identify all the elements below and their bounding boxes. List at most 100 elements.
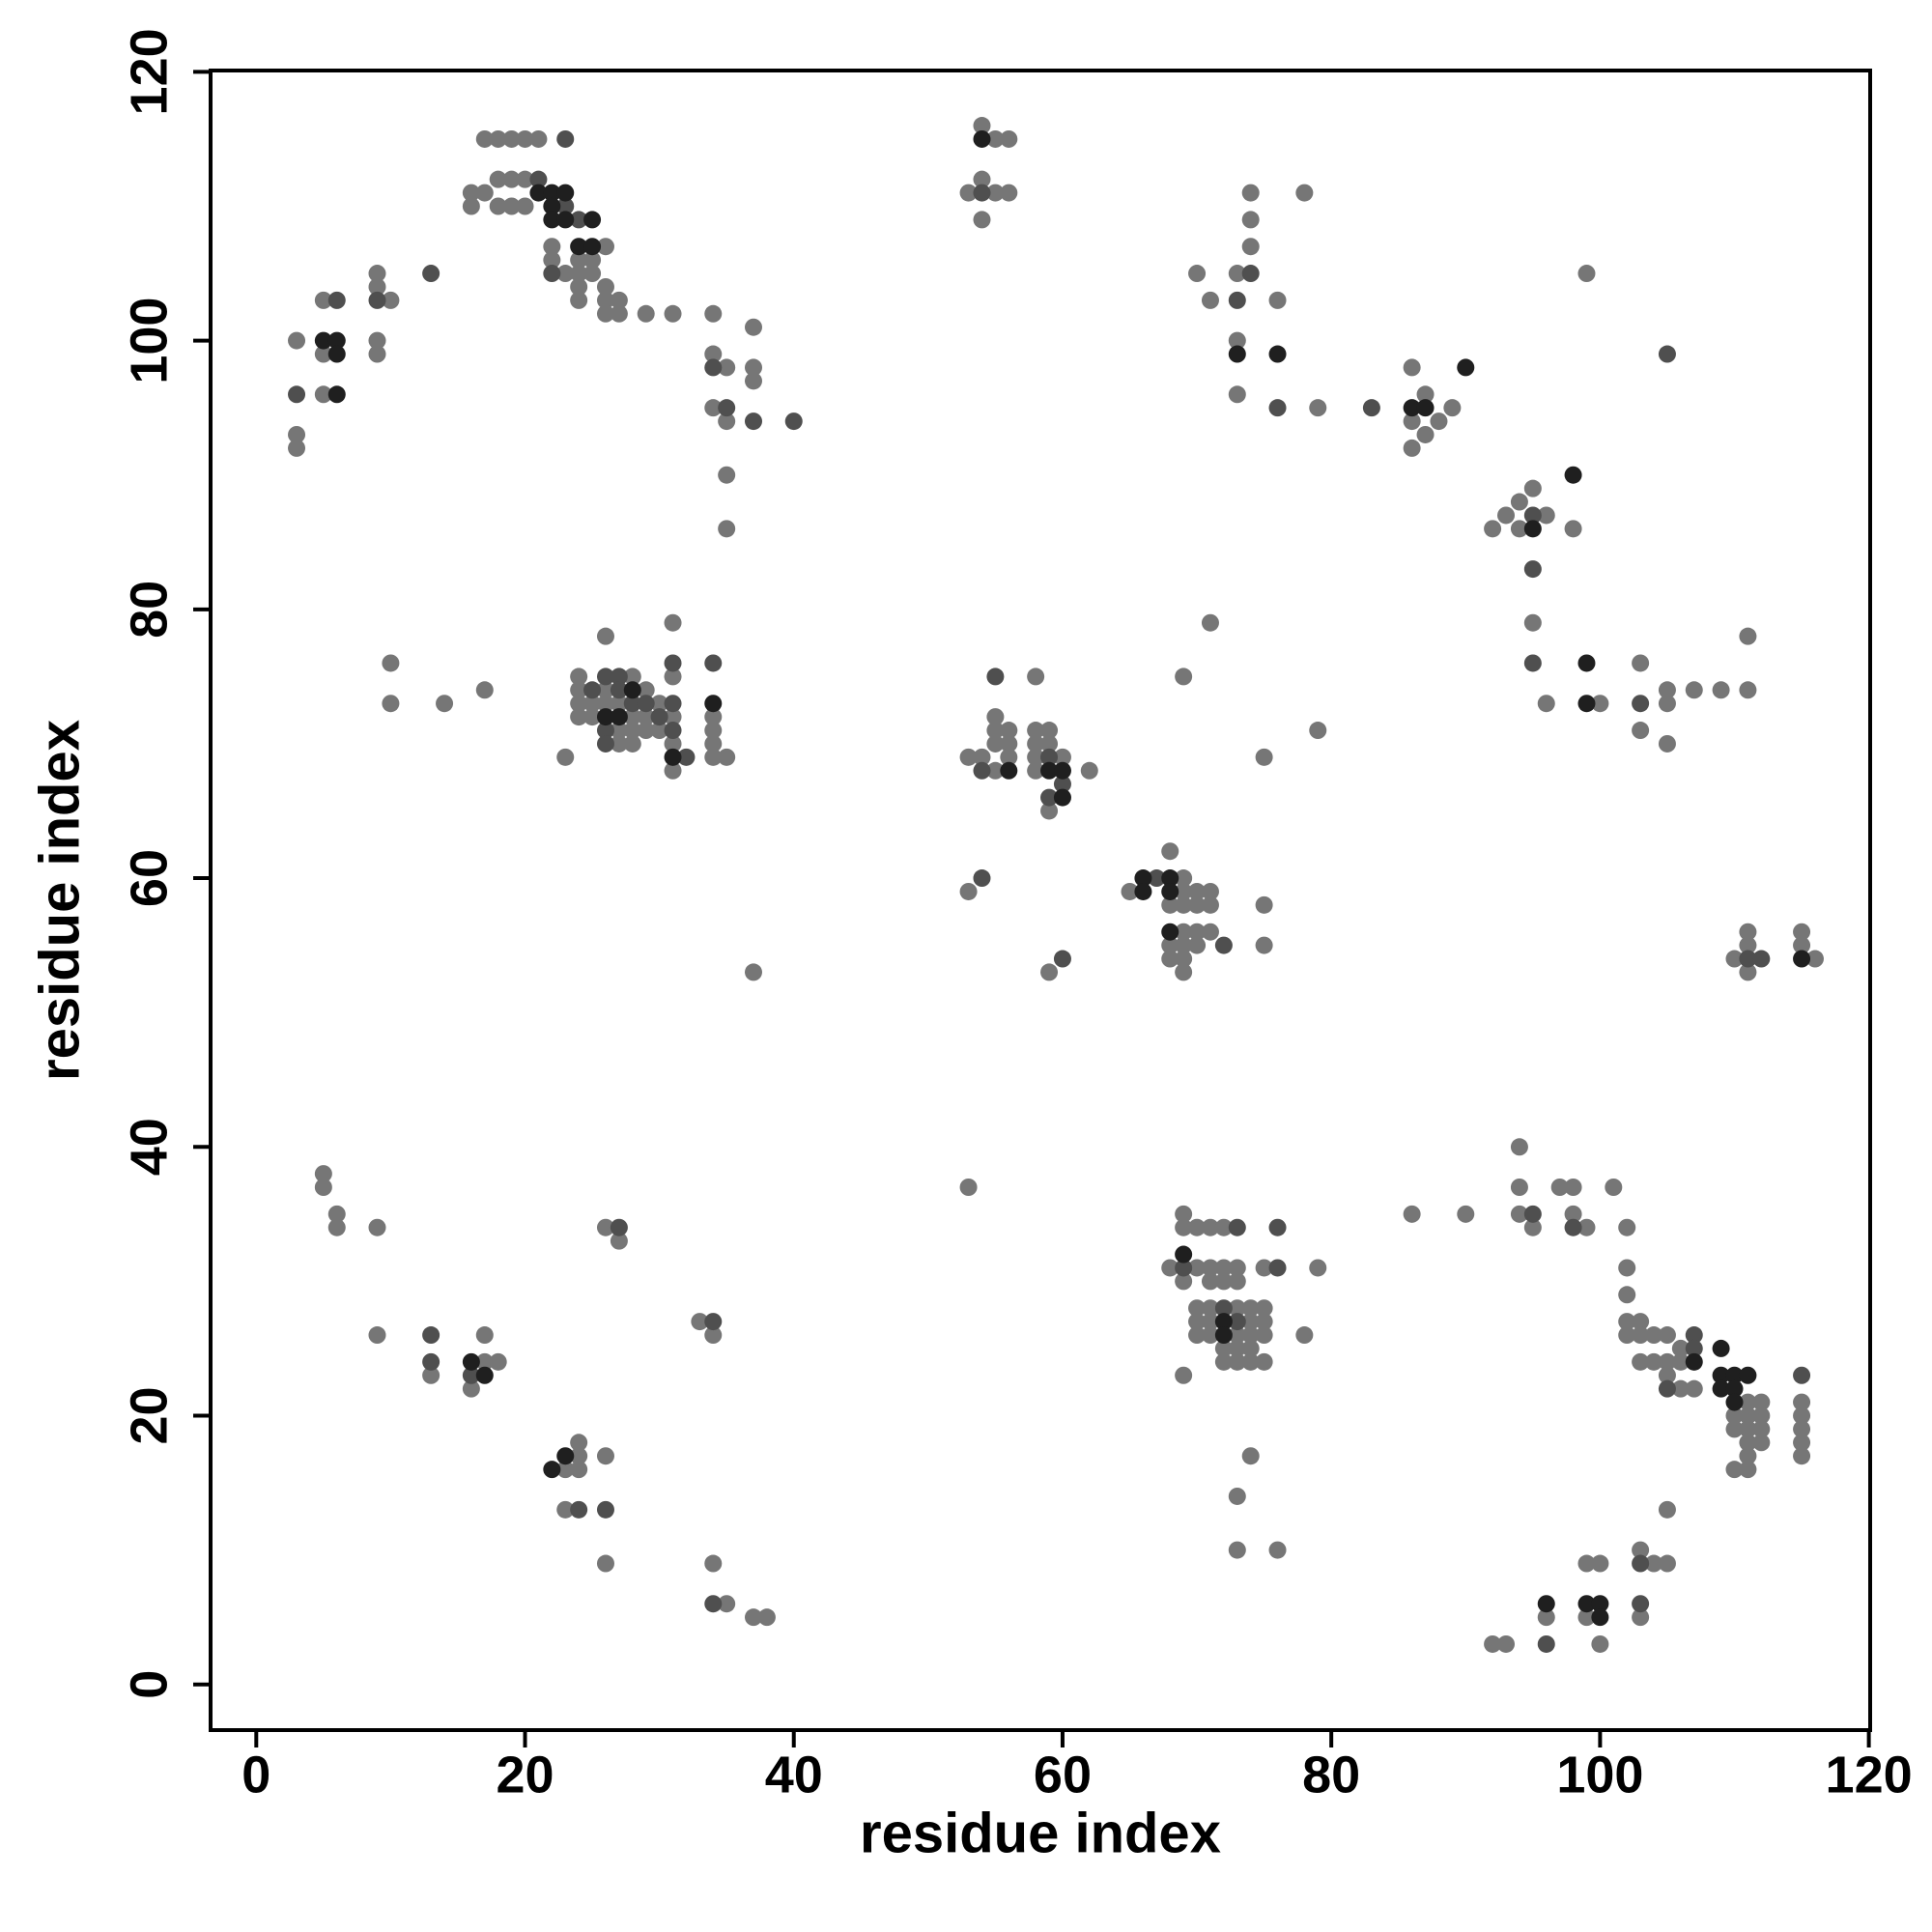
data-point (422, 265, 440, 283)
data-point (1201, 923, 1219, 941)
data-point (570, 251, 588, 270)
x-tick-label: 60 (1034, 1746, 1092, 1804)
data-point (1632, 695, 1650, 713)
data-point (1000, 722, 1018, 740)
data-point (1510, 493, 1528, 511)
data-point (1793, 950, 1811, 968)
data-point (1725, 1379, 1744, 1398)
data-point (1497, 1634, 1516, 1653)
data-point (556, 211, 575, 229)
data-point (1739, 936, 1757, 954)
data-point (664, 748, 682, 766)
data-point (462, 197, 480, 215)
y-tick-label: 0 (120, 1670, 178, 1699)
data-point (1201, 1313, 1219, 1331)
data-point (973, 869, 991, 888)
data-point (1188, 1313, 1207, 1331)
data-point (1161, 869, 1179, 888)
data-point (623, 722, 641, 740)
data-point (1739, 950, 1757, 968)
data-point (1725, 1406, 1744, 1425)
data-point (1645, 1554, 1663, 1573)
data-point (1228, 1541, 1246, 1559)
data-point (596, 708, 614, 726)
data-point (327, 291, 346, 309)
data-point (1027, 761, 1045, 780)
data-point (1134, 882, 1152, 900)
data-point (1739, 1420, 1757, 1438)
data-point (973, 170, 991, 188)
data-point (596, 304, 614, 323)
data-point (1712, 681, 1730, 699)
data-point (1188, 1299, 1207, 1318)
data-point (382, 654, 400, 672)
data-point (368, 277, 386, 296)
data-point (1793, 1447, 1811, 1465)
data-point (1523, 1218, 1542, 1236)
data-point (1564, 520, 1582, 538)
data-point (1309, 399, 1327, 417)
data-point (1739, 1434, 1757, 1452)
data-point (583, 238, 602, 256)
data-point (1255, 748, 1273, 766)
data-point (1295, 1326, 1314, 1345)
data-point (1268, 345, 1287, 363)
data-point (1510, 1205, 1528, 1223)
data-point (314, 385, 332, 404)
data-point (1175, 936, 1193, 954)
data-point (1484, 520, 1502, 538)
data-point (1000, 761, 1018, 780)
data-point (1027, 668, 1045, 686)
data-point (1228, 331, 1246, 350)
data-point (475, 1366, 494, 1384)
data-point (1255, 895, 1273, 914)
data-point (718, 748, 736, 766)
data-point (368, 345, 386, 363)
data-point (1228, 345, 1246, 363)
data-point (704, 345, 723, 363)
data-point (1241, 1326, 1260, 1345)
data-point (368, 1326, 386, 1345)
data-point (556, 748, 575, 766)
data-point (1523, 506, 1542, 525)
data-point (1537, 1634, 1555, 1653)
data-point (1228, 265, 1246, 283)
x-tick-label: 40 (765, 1746, 823, 1804)
data-point (570, 1447, 588, 1465)
data-point (1040, 963, 1059, 981)
data-point (314, 1165, 332, 1183)
x-tick-label: 20 (496, 1746, 554, 1804)
data-point (1658, 1500, 1676, 1519)
data-point (1214, 936, 1233, 954)
data-point (1739, 1366, 1757, 1384)
data-point (1161, 1259, 1179, 1277)
data-point (1577, 654, 1596, 672)
data-point (1739, 681, 1757, 699)
data-point (583, 708, 602, 726)
data-point (1645, 1352, 1663, 1371)
data-point (1228, 1326, 1246, 1345)
data-point (1752, 1393, 1771, 1411)
data-point (959, 882, 978, 900)
data-point (718, 466, 736, 484)
data-point (1121, 882, 1139, 900)
data-point (1241, 211, 1260, 229)
data-point (314, 1178, 332, 1196)
data-point (543, 184, 561, 202)
data-point (664, 668, 682, 686)
data-point (1618, 1326, 1636, 1345)
data-point (1618, 1218, 1636, 1236)
data-point (986, 734, 1005, 753)
data-point (556, 1500, 575, 1519)
data-point (1214, 1339, 1233, 1357)
data-point (1685, 681, 1703, 699)
data-point (1658, 345, 1676, 363)
data-point (462, 1366, 480, 1384)
data-point (596, 695, 614, 713)
data-point (745, 318, 763, 336)
data-point (637, 695, 655, 713)
x-tick-label: 0 (242, 1746, 270, 1804)
y-axis-title: residue index (28, 720, 91, 1081)
data-point (1618, 1259, 1636, 1277)
data-point (1739, 1461, 1757, 1479)
